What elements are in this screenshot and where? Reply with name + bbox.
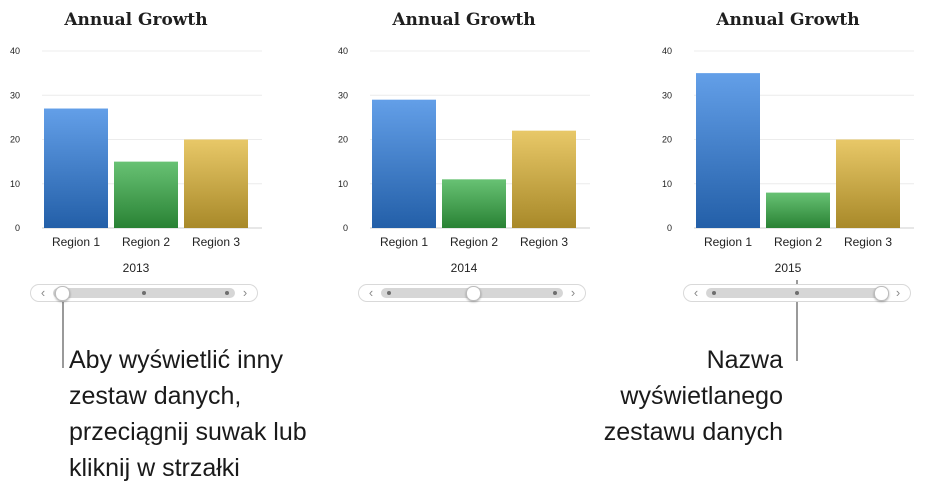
slider-stop-dot [712, 291, 716, 295]
callout-line-text: Nazwa [706, 346, 783, 374]
callout-line-text: kliknij w strzałki [69, 454, 240, 482]
callout-line-text: zestaw danych, [69, 382, 242, 410]
bar-region-3 [512, 130, 576, 228]
bar-region-2 [442, 179, 506, 228]
y-tick-label: 10 [338, 179, 348, 189]
dataset-name-label: 2015 [774, 261, 802, 275]
bar-region-3 [836, 139, 900, 228]
callout-line-text: wyświetlanego [620, 382, 783, 410]
y-tick-label: 30 [10, 90, 20, 100]
bar-region-2 [114, 161, 178, 228]
bar-region-1 [696, 73, 760, 228]
y-tick-label: 20 [338, 135, 348, 145]
y-tick-label: 20 [10, 135, 20, 145]
bar-region-3 [184, 139, 248, 228]
dataset-name-label: 2014 [450, 261, 478, 275]
callout-slider-instructions: Aby wyświetlić inny zestaw danych, przec… [69, 342, 307, 486]
y-tick-label: 0 [343, 223, 348, 233]
y-tick-label: 30 [338, 90, 348, 100]
chart-title: Annual Growth [64, 10, 208, 30]
slider-stop-dot [387, 291, 391, 295]
slider-thumb[interactable] [874, 286, 889, 301]
chevron-right-icon[interactable]: › [242, 285, 248, 300]
slider-thumb[interactable] [55, 286, 70, 301]
y-tick-label: 40 [10, 46, 20, 56]
chevron-right-icon[interactable]: › [895, 285, 901, 300]
chevron-left-icon[interactable]: ‹ [40, 285, 46, 300]
bar-chart-panel: Annual Growth 0 10 20 30 40 Region 1 Region 2 Re… [334, 0, 594, 310]
y-tick-label: 40 [338, 46, 348, 56]
x-category-label: Region 3 [520, 235, 568, 249]
x-category-label: Region 2 [774, 235, 822, 249]
y-tick-label: 0 [15, 223, 20, 233]
x-category-label: Region 2 [122, 235, 170, 249]
y-tick-label: 30 [662, 90, 672, 100]
bar-chart-panel: Annual Growth 0 10 20 30 40 Region 1 Region 2 Re… [6, 0, 266, 310]
x-category-label: Region 3 [192, 235, 240, 249]
y-tick-label: 10 [10, 179, 20, 189]
slider-thumb[interactable] [466, 286, 481, 301]
callout-dataset-name: Nazwa wyświetlanego zestawu danych [604, 342, 783, 450]
chart-title: Annual Growth [392, 10, 536, 30]
slider-track[interactable] [706, 286, 889, 301]
dataset-slider[interactable]: ‹ › [30, 284, 258, 302]
x-category-label: Region 1 [52, 235, 100, 249]
slider-track[interactable] [53, 286, 235, 301]
bar-region-2 [766, 192, 830, 228]
bar-region-1 [372, 99, 436, 228]
callout-line-text: przeciągnij suwak lub [69, 418, 307, 446]
slider-stop-dot [225, 291, 229, 295]
y-tick-label: 40 [662, 46, 672, 56]
chevron-left-icon[interactable]: ‹ [368, 285, 374, 300]
y-tick-label: 10 [662, 179, 672, 189]
slider-stop-dot [795, 291, 799, 295]
slider-stop-dot [553, 291, 557, 295]
dataset-slider[interactable]: ‹ › [358, 284, 586, 302]
y-tick-label: 0 [667, 223, 672, 233]
x-category-label: Region 1 [704, 235, 752, 249]
callout-line-slider [62, 296, 64, 368]
bar-chart-panel: Annual Growth 0 10 20 30 40 Region 1 Region 2 Re… [658, 0, 918, 310]
x-category-label: Region 2 [450, 235, 498, 249]
callout-line-text: zestawu danych [603, 418, 783, 446]
y-tick-label: 20 [662, 135, 672, 145]
chart-title: Annual Growth [716, 10, 860, 30]
bar-chart-svg: 0 10 20 30 40 Region 1 Region 2 Region 3 [338, 46, 590, 249]
slider-stop-dot [142, 291, 146, 295]
bar-chart-svg: 0 10 20 30 40 Region 1 Region 2 Region 3 [662, 46, 914, 249]
chevron-right-icon[interactable]: › [570, 285, 576, 300]
dataset-slider[interactable]: ‹ › [683, 284, 911, 302]
x-category-label: Region 1 [380, 235, 428, 249]
callout-line-dataset-name [796, 280, 798, 361]
slider-track[interactable] [381, 286, 563, 301]
chevron-left-icon[interactable]: ‹ [693, 285, 699, 300]
bar-chart-svg: 0 10 20 30 40 Region 1 Region 2 Region 3 [10, 46, 262, 249]
x-category-label: Region 3 [844, 235, 892, 249]
bar-region-1 [44, 108, 108, 228]
dataset-name-label: 2013 [122, 261, 150, 275]
callout-line-text: Aby wyświetlić inny [69, 346, 283, 374]
